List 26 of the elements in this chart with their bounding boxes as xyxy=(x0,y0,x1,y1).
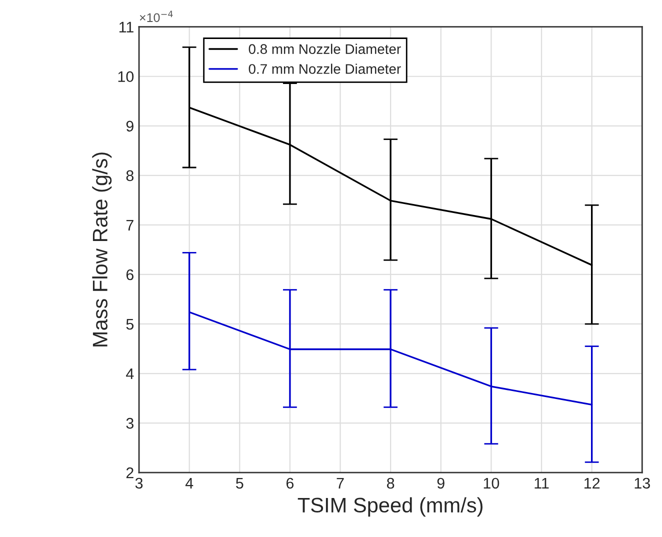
x-tick-label: 10 xyxy=(484,478,500,489)
y-tick-label: 5 xyxy=(126,319,134,330)
x-tick-label: 5 xyxy=(236,478,244,489)
legend-label: 0.7 mm Nozzle Diameter xyxy=(248,64,401,74)
y-tick-label: 3 xyxy=(126,418,134,429)
x-tick-label: 9 xyxy=(437,478,444,489)
y-tick-label: 6 xyxy=(126,269,134,280)
y-tick-label: 10 xyxy=(118,71,134,82)
x-tick-label: 4 xyxy=(185,478,194,488)
x-tick-label: 3 xyxy=(135,478,143,489)
x-tick-label: 11 xyxy=(534,478,549,488)
x-tick-label: 13 xyxy=(634,478,650,489)
y-tick-label: 2 xyxy=(126,467,134,478)
text: ×10$^{−4}$ xyxy=(140,10,173,22)
y-tick-label: 4 xyxy=(126,368,134,380)
x-tick-label: 12 xyxy=(584,478,600,488)
x-tick-label: 7 xyxy=(336,478,344,488)
x-tick-label: 6 xyxy=(286,478,294,489)
x-tick-label: 8 xyxy=(386,478,394,489)
y-tick-label: 11 xyxy=(119,22,134,32)
y-axis-title: Mass Flow Rate (g/s) xyxy=(92,152,112,346)
y-tick-label: 8 xyxy=(126,170,134,182)
y-tick-label: 7 xyxy=(126,220,134,230)
y-tick-label: 9 xyxy=(126,120,134,132)
x-axis-title: TSIM Speed (mm/s) xyxy=(298,497,482,517)
legend-label: 0.8 mm Nozzle Diameter xyxy=(248,44,401,54)
